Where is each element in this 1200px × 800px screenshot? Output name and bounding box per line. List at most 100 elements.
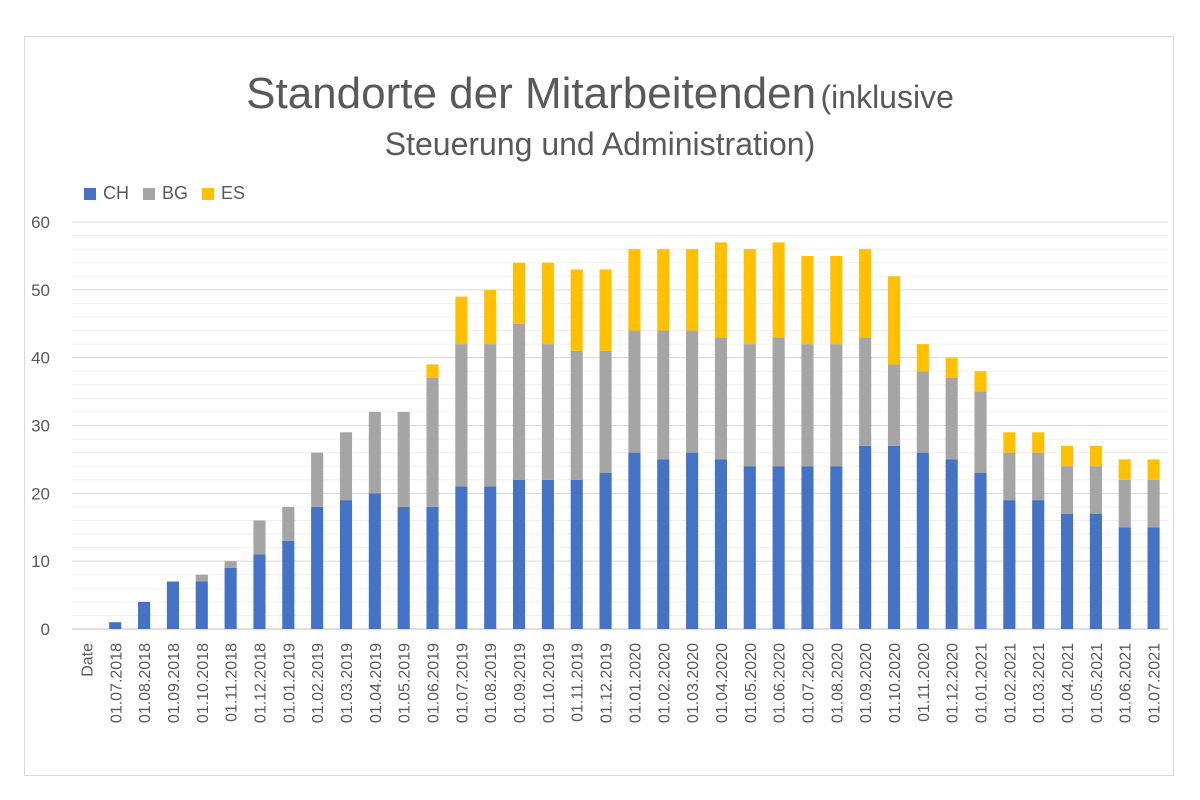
x-tick-label: 01.04.2019 xyxy=(368,643,385,723)
bar-ch xyxy=(743,466,756,629)
x-tick-label: 01.04.2020 xyxy=(714,643,731,723)
bar-bg xyxy=(512,323,526,480)
bar-es xyxy=(1118,459,1131,480)
bar-ch xyxy=(484,486,497,629)
x-tick-label: 01.05.2021 xyxy=(1089,643,1106,723)
bar-bg xyxy=(484,344,497,487)
bar-ch xyxy=(1060,513,1074,629)
bar-ch xyxy=(1147,527,1160,629)
bar-bg xyxy=(1089,466,1102,514)
bar-es xyxy=(916,344,929,372)
bar-es xyxy=(541,262,554,345)
bar-ch xyxy=(1089,513,1102,629)
legend-swatch-bg xyxy=(143,187,155,200)
bar-bg xyxy=(916,371,929,453)
chart-title-sub2: Steuerung und Administration) xyxy=(384,126,816,163)
bar-ch xyxy=(512,479,526,629)
y-tick-label: 40 xyxy=(31,349,50,368)
x-tick-label: 01.09.2018 xyxy=(166,643,183,723)
bar-ch xyxy=(426,506,439,629)
bar-es xyxy=(830,255,843,345)
bar-bg xyxy=(686,330,699,453)
legend-label-es: ES xyxy=(221,183,246,203)
bar-ch xyxy=(714,459,728,629)
bar-es xyxy=(628,249,641,331)
x-tick-label: 01.03.2020 xyxy=(685,643,702,723)
bar-es xyxy=(657,249,670,331)
x-tick-label: 01.11.2019 xyxy=(570,643,587,722)
legend: CH BG ES xyxy=(84,183,245,204)
y-tick-label: 10 xyxy=(31,552,50,571)
bar-ch xyxy=(195,581,208,629)
x-tick-label: 01.08.2020 xyxy=(829,643,846,723)
bar-bg xyxy=(339,432,353,501)
bar-ch xyxy=(599,472,612,629)
chart-title-main: Standorte der Mitarbeitenden xyxy=(246,69,817,118)
bar-ch xyxy=(368,493,381,629)
bar-es xyxy=(887,276,901,365)
x-tick-label: 01.01.2021 xyxy=(974,643,991,723)
x-tick-label: 01.04.2021 xyxy=(1060,643,1077,723)
x-tick-label: 01.07.2021 xyxy=(1147,643,1164,723)
bar-bg xyxy=(195,574,208,582)
bar-ch xyxy=(570,479,583,629)
bar-ch xyxy=(859,445,872,629)
bar-ch xyxy=(686,452,699,629)
x-tick-label: 01.03.2019 xyxy=(339,643,356,723)
bar-ch xyxy=(253,554,266,629)
legend-swatch-ch xyxy=(84,187,96,200)
y-tick-label: 50 xyxy=(31,281,50,300)
bar-bg xyxy=(743,344,756,467)
legend-item-ch: CH xyxy=(84,183,129,204)
bar-es xyxy=(1089,445,1102,467)
bar-es xyxy=(743,249,756,345)
bar-bg xyxy=(1003,452,1016,501)
bar-bg xyxy=(657,330,670,460)
bar-bg xyxy=(541,344,554,480)
bar-ch xyxy=(657,459,670,629)
x-tick-label: 01.05.2020 xyxy=(743,643,760,723)
legend-label-bg: BG xyxy=(162,183,189,203)
bar-bg xyxy=(282,506,295,541)
x-tick-label: 01.11.2020 xyxy=(916,643,933,722)
x-tick-label: 01.08.2019 xyxy=(483,643,500,723)
x-tick-label: 01.10.2019 xyxy=(541,643,558,723)
x-tick-label: 01.12.2020 xyxy=(945,643,962,723)
x-tick-label: 01.12.2018 xyxy=(252,643,269,723)
bar-ch xyxy=(916,452,929,629)
bar-bg xyxy=(974,391,987,473)
bar-ch xyxy=(830,466,843,629)
bar-es xyxy=(455,296,468,345)
legend-label-ch: CH xyxy=(103,183,129,203)
bar-es xyxy=(801,255,814,345)
x-tick-label: 01.12.2019 xyxy=(599,643,616,723)
bar-es xyxy=(974,371,987,392)
y-tick-label: 60 xyxy=(31,213,50,232)
bar-bg xyxy=(253,520,266,555)
bar-ch xyxy=(628,452,641,629)
bar-es xyxy=(772,242,785,338)
x-tick-label: 01.07.2019 xyxy=(454,643,471,723)
chart-title: Standorte der Mitarbeitenden (inklusive … xyxy=(0,64,1200,167)
bar-bg xyxy=(455,344,468,487)
x-tick-label: 01.02.2021 xyxy=(1002,643,1019,723)
x-tick-label: 01.05.2019 xyxy=(397,643,414,723)
bar-ch xyxy=(1003,500,1016,629)
x-tick-label: 01.07.2018 xyxy=(108,643,125,723)
bar-bg xyxy=(368,411,381,494)
bar-ch xyxy=(541,479,554,629)
bar-bg xyxy=(426,378,439,507)
bar-es xyxy=(714,242,728,338)
bar-ch xyxy=(166,581,180,629)
bar-bg xyxy=(1060,466,1074,514)
bar-ch xyxy=(974,472,987,629)
bar-es xyxy=(599,269,612,351)
bar-ch xyxy=(772,466,785,629)
bar-bg xyxy=(772,337,785,467)
bar-bg xyxy=(1118,479,1131,528)
bar-es xyxy=(426,364,439,379)
legend-item-bg: BG xyxy=(143,183,188,204)
x-tick-label: 01.06.2019 xyxy=(426,643,443,723)
bar-bg xyxy=(397,411,410,507)
bar-es xyxy=(570,269,583,351)
